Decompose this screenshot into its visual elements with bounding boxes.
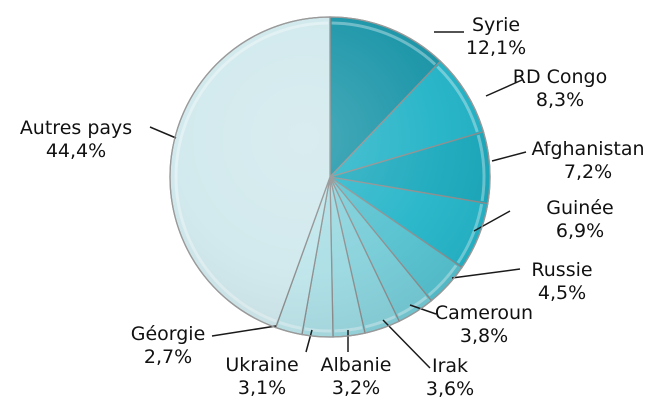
slice-value-autres-pays: 44,4% — [46, 140, 106, 162]
slice-value-syrie: 12,1% — [466, 37, 526, 59]
slice-value-irak: 3,6% — [426, 378, 474, 400]
leader-line-georgie — [211, 325, 277, 337]
slice-label-guinee: Guinée — [546, 197, 613, 219]
slice-value-cameroun: 3,8% — [460, 325, 508, 347]
leader-line-rd-congo — [485, 79, 523, 97]
slices-layer — [169, 16, 491, 338]
slice-label-cameroun: Cameroun — [435, 302, 533, 324]
slice-label-ukraine: Ukraine — [225, 354, 298, 376]
slice-label-irak: Irak — [432, 355, 468, 377]
slice-label-syrie: Syrie — [472, 14, 520, 36]
leader-line-afghanistan — [491, 151, 527, 162]
slice-label-afghanistan: Afghanistan — [531, 138, 644, 160]
slice-label-autres-pays: Autres pays — [20, 117, 132, 139]
slice-label-rd-congo: RD Congo — [513, 66, 608, 88]
slice-value-russie: 4,5% — [538, 282, 586, 304]
slice-value-ukraine: 3,1% — [238, 377, 286, 399]
leader-line-autres-pays — [149, 126, 177, 139]
leader-line-russie — [451, 268, 521, 279]
slice-value-afghanistan: 7,2% — [564, 161, 612, 183]
slice-value-rd-congo: 8,3% — [536, 89, 584, 111]
slice-value-albanie: 3,2% — [332, 377, 380, 399]
slice-value-guinee: 6,9% — [556, 220, 604, 242]
slice-value-georgie: 2,7% — [144, 346, 192, 368]
slice-label-albanie: Albanie — [321, 354, 392, 376]
slice-label-georgie: Géorgie — [131, 323, 206, 345]
slice-label-russie: Russie — [531, 259, 592, 281]
